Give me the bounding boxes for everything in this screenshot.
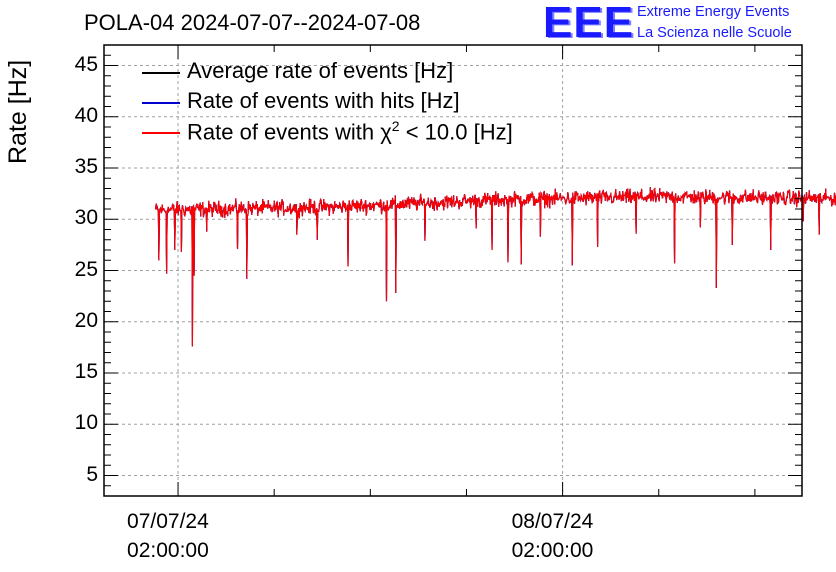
x-tick-date: 08/07/24 (511, 510, 594, 533)
legend-label-chi2: Rate of events with χ2 < 10.0 [Hz] (187, 118, 513, 145)
y-tick-label: 40 (74, 103, 98, 127)
logo-line-1: Extreme Energy Events (637, 4, 790, 20)
y-axis-label: Rate [Hz] (4, 59, 32, 164)
x-tick-label: 07/07/24 02:00:00 (127, 507, 209, 565)
legend-swatch-black (142, 72, 180, 74)
chart-grid (104, 45, 802, 496)
y-tick-label: 45 (74, 52, 98, 76)
legend-chi2-prefix: Rate of events with (187, 119, 381, 145)
x-tick-time: 02:00:00 (511, 539, 594, 562)
legend-swatch-red (142, 132, 180, 134)
y-tick-label: 5 (86, 462, 98, 486)
data-series-layer (155, 187, 836, 347)
legend-label-average: Average rate of events [Hz] (187, 58, 454, 83)
logo-line-2: La Scienza nelle Scuole (637, 25, 792, 41)
y-tick-label: 10 (74, 411, 98, 435)
y-tick-label: 20 (74, 308, 98, 332)
y-tick-label: 30 (74, 206, 98, 230)
y-tick-label: 25 (74, 257, 98, 281)
y-tick-label: 35 (74, 155, 98, 178)
legend-swatch-blue (142, 102, 180, 104)
y-tick-label: 15 (74, 360, 98, 383)
legend-label-hits: Rate of events with hits [Hz] (187, 88, 460, 113)
eee-logo: EEE (543, 0, 635, 47)
legend-chi2-suffix: < 10.0 [Hz] (399, 119, 513, 145)
series-line-chi2 (155, 187, 836, 347)
x-tick-date: 07/07/24 (127, 510, 209, 533)
axis-ticks (104, 44, 802, 497)
chart-title: POLA-04 2024-07-07--2024-07-08 (84, 10, 421, 35)
x-tick-label: 08/07/24 02:00:00 (512, 507, 594, 565)
legend-chi-symbol: χ (380, 119, 392, 145)
legend-chi-superscript: 2 (391, 118, 400, 134)
x-tick-time: 02:00:00 (127, 539, 209, 562)
